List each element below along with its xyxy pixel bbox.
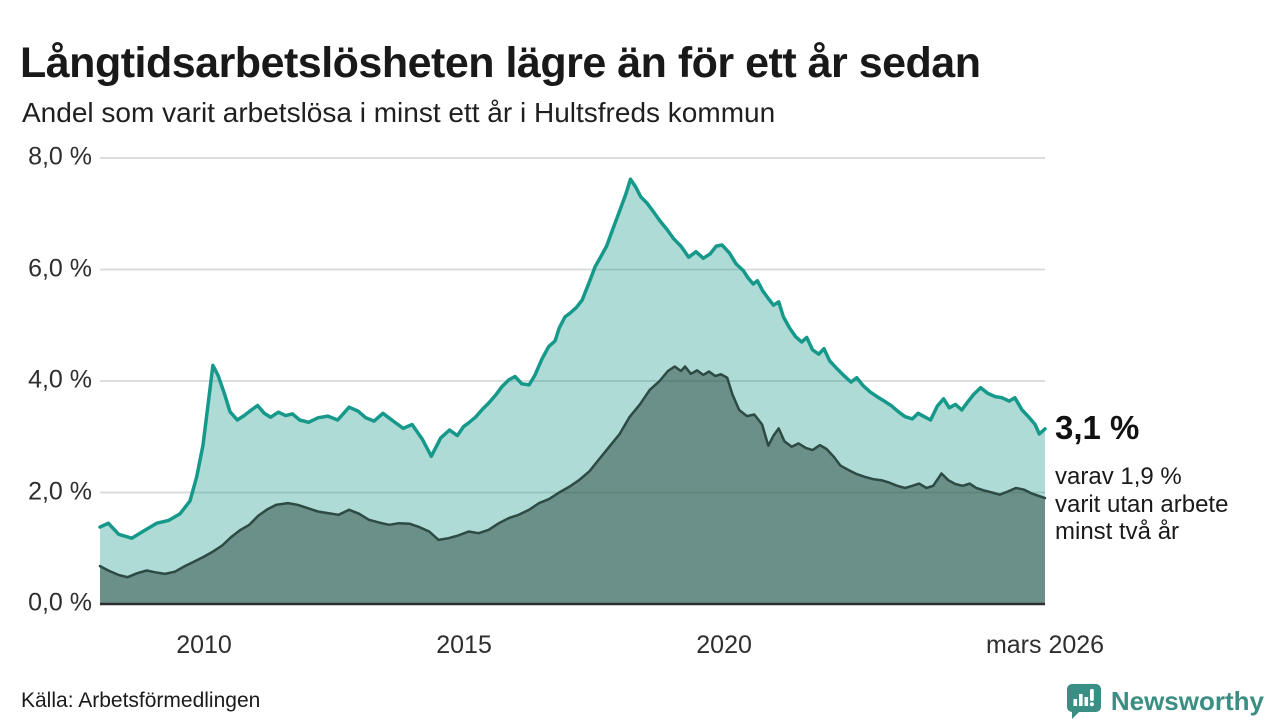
newsworthy-logo-icon <box>1066 684 1101 719</box>
logo-exclamation-bar <box>1089 689 1094 701</box>
x-tick-label: 2015 <box>436 631 492 659</box>
x-tick-label: 2010 <box>176 631 232 659</box>
sublabel-line-2: varit utan arbete <box>1055 490 1229 518</box>
logo-bar-2 <box>1078 694 1083 706</box>
y-tick-label: 4,0 % <box>28 365 92 394</box>
logo-bar-3 <box>1084 697 1088 706</box>
page-title: Långtidsarbetslösheten lägre än för ett … <box>20 38 981 87</box>
y-tick-label: 0,0 % <box>28 588 92 617</box>
two-plus-years-line <box>98 365 1047 579</box>
y-tick-label: 2,0 % <box>28 476 92 505</box>
end-value-sublabel: varav 1,9 % varit utan arbete minst två … <box>1055 463 1228 546</box>
newsworthy-brand: Newsworthy <box>1065 681 1264 721</box>
logo-bar-1 <box>1073 699 1077 706</box>
sublabel-line-3: minst två år <box>1055 518 1180 545</box>
speech-bubble-shape <box>1066 684 1101 719</box>
source-note: Källa: Arbetsförmedlingen <box>21 689 261 712</box>
y-tick-label: 6,0 % <box>28 253 92 282</box>
end-value-label: 3,1 % <box>1055 409 1140 446</box>
chart-subtitle: Andel som varit arbetslösa i minst ett å… <box>22 97 776 128</box>
sublabel-line-1: varav 1,9 % <box>1055 463 1182 490</box>
logo-exclamation-dot <box>1089 702 1094 707</box>
total-unemployed-line <box>98 177 1047 540</box>
x-tick-label: mars 2026 <box>985 631 1105 659</box>
y-tick-label: 8,0 % <box>28 142 92 171</box>
x-tick-label: 2020 <box>696 631 752 659</box>
brand-name: Newsworthy <box>1110 685 1264 716</box>
